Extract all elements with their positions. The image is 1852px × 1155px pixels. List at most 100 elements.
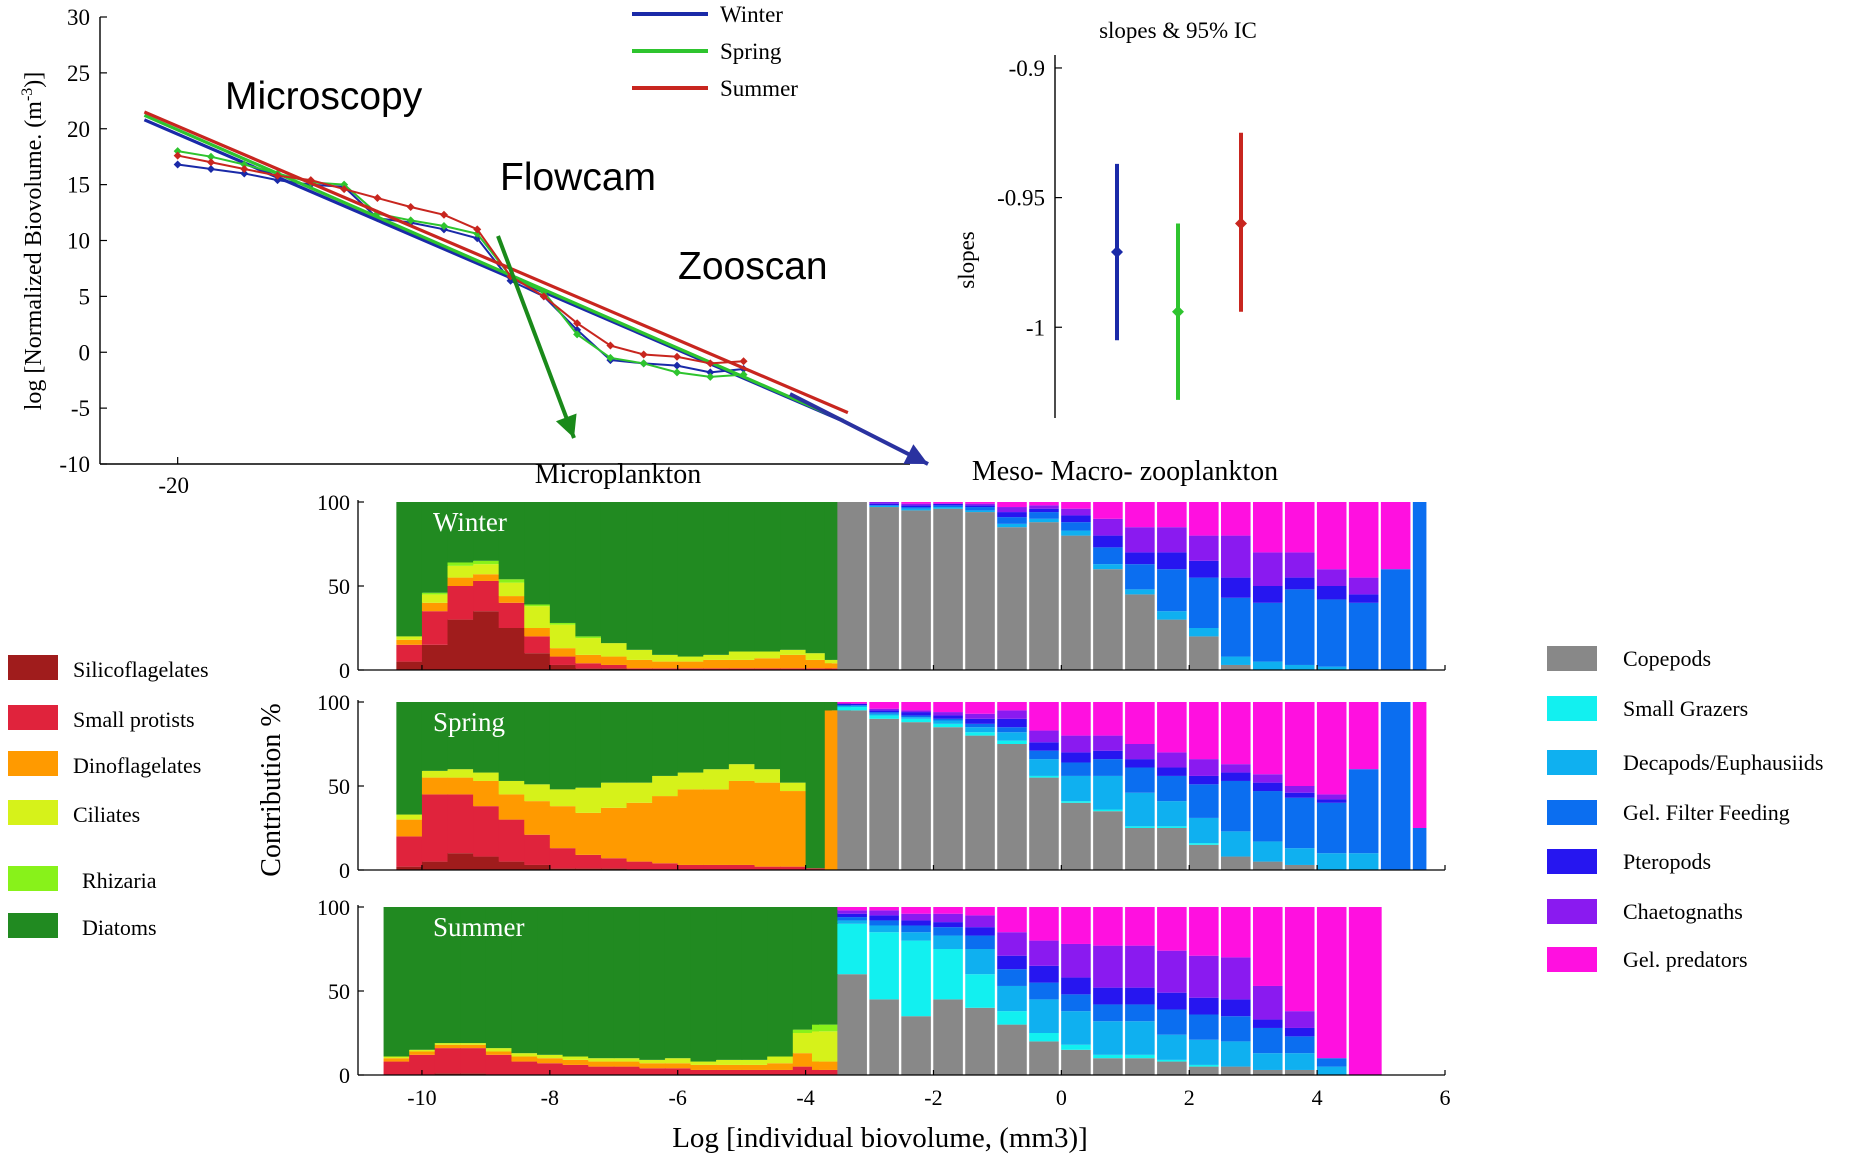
micro-bar (421, 702, 449, 771)
panel-y-tick-label: 50 (328, 574, 350, 599)
comp-x-tick-label: 6 (1440, 1085, 1451, 1110)
meso-bar (1284, 864, 1315, 870)
micro-bar (473, 856, 500, 870)
micro-legend-swatch (8, 751, 58, 776)
micro-bar (728, 651, 756, 660)
meso-bar (1125, 1021, 1155, 1055)
micro-bar (511, 907, 538, 1054)
meso-bar (1252, 1053, 1283, 1070)
meso-bar (965, 927, 995, 936)
meso-bar (965, 974, 995, 1008)
meso-bar (997, 732, 1027, 741)
meso-bar (1029, 522, 1059, 670)
micro-bar (811, 1024, 839, 1032)
micro-bar (664, 1063, 692, 1069)
meso-bar (1412, 828, 1427, 870)
meso-bar (1252, 907, 1283, 986)
meso-bar (1221, 577, 1251, 598)
panel-y-tick-label: 0 (339, 658, 350, 683)
micro-bar (434, 1043, 461, 1045)
meso-bar (933, 503, 963, 506)
micro-bar (639, 1063, 666, 1069)
micro-bar (703, 702, 730, 770)
nbss-y-label: log [Normalized Biovolume. (m-3)] (19, 72, 47, 411)
meso-bar (965, 915, 995, 928)
meso-bar (997, 1011, 1027, 1025)
meso-bar (1125, 826, 1155, 828)
micro-bar (741, 907, 768, 1060)
micro-bar (792, 1029, 819, 1033)
micro-bar (677, 668, 704, 670)
slopes-y-tick-label: -0.95 (997, 186, 1045, 211)
meso-bar (933, 723, 963, 728)
comp-x-tick-label: -10 (407, 1085, 436, 1110)
nbss-y-tick-label: 0 (79, 340, 91, 365)
micro-bar (460, 1044, 487, 1049)
micro-bar (600, 656, 628, 665)
meso-bar (1061, 801, 1091, 803)
micro-bar (716, 1064, 743, 1070)
nbss-point (506, 272, 515, 281)
meso-bar (1125, 767, 1155, 793)
meso-bar (869, 715, 899, 719)
meso-bar (1348, 853, 1379, 870)
micro-bar (549, 622, 576, 625)
micro-bar (434, 1073, 461, 1075)
meso-bar (1189, 1066, 1219, 1075)
micro-bar (485, 907, 513, 1049)
micro-bar (728, 764, 756, 781)
meso-bar (1380, 569, 1411, 670)
meso-bar (1189, 560, 1219, 578)
meso-bar (1284, 797, 1315, 849)
meso-bar (869, 907, 899, 911)
nbss-chart: 30 25 20 15 10 5 0 -5 -10 -20 log [Normalized Biov… (19, 2, 929, 498)
meso-bar (869, 712, 899, 714)
micro-bar (626, 668, 653, 670)
meso-bar (1029, 775, 1059, 778)
micro-bar (728, 659, 756, 669)
micro-bar (677, 702, 704, 773)
meso-bar (1029, 518, 1059, 523)
micro-bar (524, 702, 551, 785)
meso-bar (869, 502, 899, 504)
meso-bar (1284, 786, 1315, 793)
meso-bar (1348, 602, 1379, 670)
meso-bar (933, 720, 963, 724)
meso-bar (1221, 764, 1251, 773)
meso-bar (997, 517, 1027, 524)
micro-bar (780, 654, 807, 669)
micro-bar (524, 834, 551, 865)
micro-bar (639, 1059, 666, 1064)
micro-bar (677, 789, 704, 865)
panel-spring: 0 50 100 Spring (317, 690, 1446, 883)
meso-bar (997, 523, 1027, 528)
slopes-point (1172, 305, 1184, 318)
meso-bar (1125, 1004, 1155, 1022)
micro-bar (485, 1051, 513, 1055)
micro-bar (562, 1059, 589, 1065)
meso-bar (1093, 702, 1123, 736)
meso-bar (1252, 552, 1283, 586)
slopes-point (1235, 217, 1247, 230)
meso-bar (1284, 1053, 1315, 1070)
meso-bar (901, 507, 931, 509)
meso-bar (933, 927, 963, 936)
meso-bar (1157, 801, 1187, 827)
meso-bar (1093, 1004, 1123, 1022)
micro-bar (537, 1063, 564, 1075)
panel-summer: 0 50 100 Summer (317, 895, 1446, 1088)
micro-bar (728, 864, 756, 870)
meso-bar (901, 940, 931, 1017)
meso-bar (869, 920, 899, 926)
micro-bar (524, 606, 551, 628)
panel-y-tick-label: 100 (317, 490, 350, 515)
meso-bar (965, 718, 995, 724)
meso-bar (965, 505, 995, 508)
micro-bar (383, 1061, 410, 1075)
micro-bar (549, 848, 576, 869)
micro-bar (677, 656, 704, 662)
meso-bar (965, 702, 995, 714)
micro-bar (600, 868, 628, 870)
meso-bar (901, 712, 931, 716)
nbss-y-tick-label: -5 (71, 396, 90, 421)
